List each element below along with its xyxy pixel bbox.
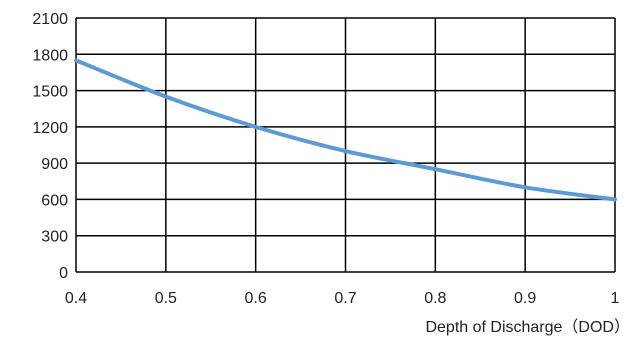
x-tick-label: 1: [611, 290, 620, 307]
tick-labels: 0 300 600 900 1200 1500 1800 2100 0.4 0.5 0.6 0.7 0.…: [32, 11, 619, 307]
grid: [75, 17, 616, 273]
y-tick-label: 300: [41, 229, 68, 246]
y-tick-label: 0: [59, 265, 68, 282]
y-tick-label: 1200: [32, 120, 68, 137]
x-tick-label: 0.8: [424, 290, 446, 307]
x-axis-title: Depth of Discharge（DOD）: [425, 318, 630, 336]
x-tick-label: 0.9: [514, 290, 536, 307]
x-tick-label: 0.7: [334, 290, 356, 307]
x-tick-label: 0.6: [245, 290, 267, 307]
x-tick-label: 0.5: [155, 290, 177, 307]
x-tick-label: 0.4: [65, 290, 87, 307]
y-tick-label: 1500: [32, 84, 68, 101]
y-tick-label: 1800: [32, 47, 68, 64]
series-line: [74, 58, 617, 202]
y-tick-label: 900: [41, 156, 68, 173]
series-layer: [74, 58, 617, 202]
y-tick-label: 2100: [32, 11, 68, 28]
y-tick-label: 600: [41, 192, 68, 209]
